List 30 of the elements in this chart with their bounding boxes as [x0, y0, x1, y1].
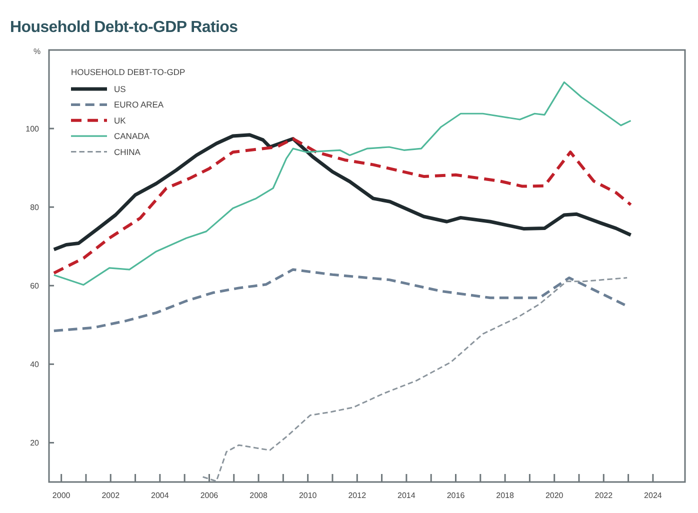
chart-title: Household Debt-to-GDP Ratios [10, 19, 238, 36]
y-axis-title: % [33, 47, 41, 56]
legend-label: CANADA [114, 131, 150, 142]
line-series [53, 81, 632, 286]
line-series [202, 277, 628, 482]
legend-label: US [114, 84, 126, 94]
x-tick-label: 2024 [644, 491, 662, 500]
x-tick-label: 2002 [102, 491, 120, 500]
y-tick-label: 40 [30, 360, 40, 370]
legend-label: EURO AREA [114, 100, 164, 110]
x-tick-label: 2000 [52, 491, 71, 500]
legend-title: HOUSEHOLD DEBT-TO-GDP [71, 67, 186, 77]
y-tick-label: 80 [30, 203, 40, 212]
y-tick-label: 20 [30, 438, 40, 448]
legend-label: CHINA [114, 146, 141, 157]
line-series [52, 268, 628, 332]
x-tick-label: 2016 [446, 491, 466, 500]
x-tick-label: 2020 [545, 491, 564, 500]
x-tick-label: 2022 [594, 491, 614, 500]
legend-label: UK [114, 115, 126, 126]
x-tick-label: 2018 [496, 491, 514, 500]
x-tick-label: 2010 [298, 491, 318, 500]
x-tick-label: 2014 [398, 491, 416, 500]
x-tick-label: 2006 [200, 491, 219, 500]
x-tick-label: 2004 [151, 491, 170, 500]
y-tick-label: 60 [30, 282, 40, 291]
x-tick-label: 2012 [348, 491, 367, 500]
y-tick-label: 100 [26, 124, 40, 134]
x-tick-label: 2008 [250, 491, 268, 500]
line-series [52, 133, 633, 252]
